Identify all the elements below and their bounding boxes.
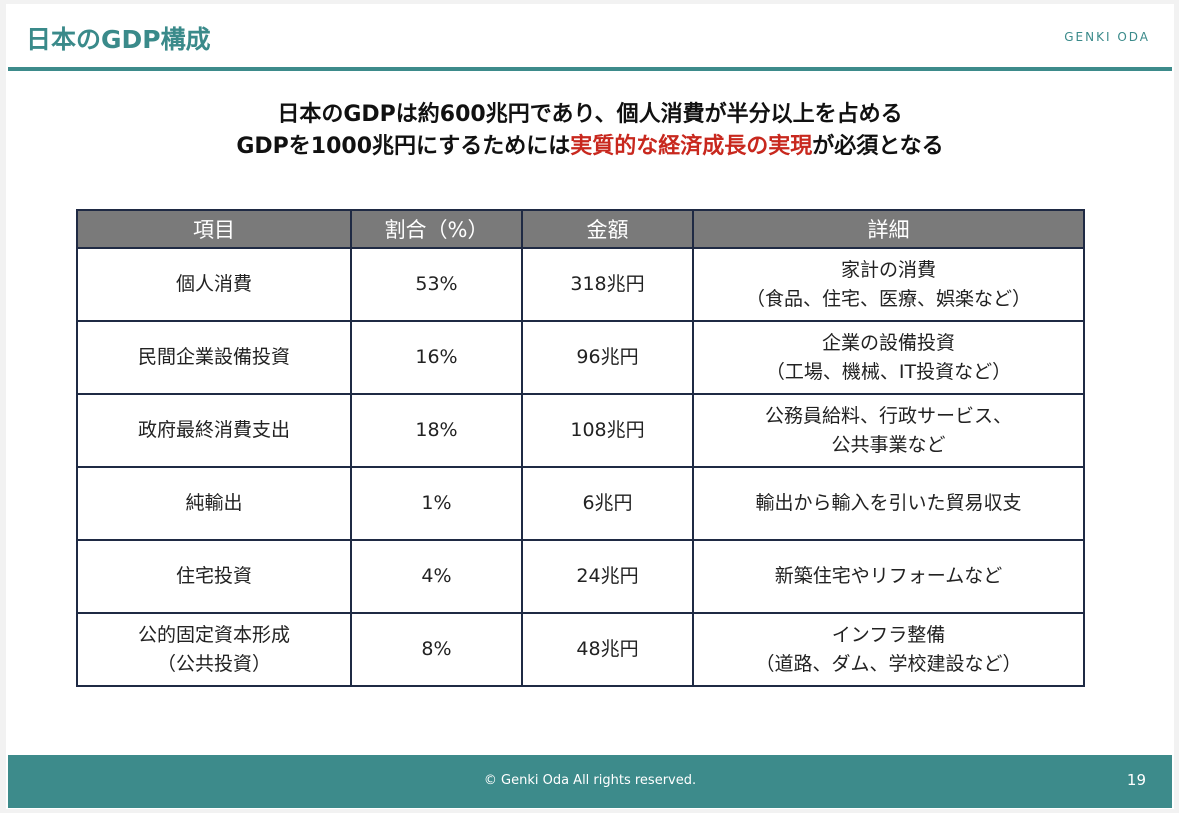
- page-number: 19: [1126, 771, 1146, 789]
- column-header: 金額: [521, 209, 694, 249]
- cell-line: 家計の消費: [840, 258, 936, 281]
- headline: GDPを1000兆円にするためには実質的な経済成長の実現が必須となる: [6, 128, 1174, 160]
- headline: 日本のGDPは約600兆円であり、個人消費が半分以上を占める: [277, 102, 903, 127]
- cell-line: インフラ整備: [831, 623, 946, 646]
- table-row: 公的固定資本形成 （公共投資） 8% 48兆円 インフラ整備 （道路、ダム、学校建設など）: [76, 612, 1085, 687]
- table-row: 民間企業設備投資 16% 96兆円 企業の設備投資 （工場、機械、IT投資など）: [76, 320, 1085, 395]
- column-header: 項目: [76, 209, 352, 249]
- table-cell: 18%: [350, 393, 523, 468]
- table-cell: 民間企業設備投資: [76, 320, 352, 395]
- cell-line: 1%: [421, 492, 452, 514]
- table-cell: 6兆円: [521, 466, 694, 541]
- table-cell: 108兆円: [521, 393, 694, 468]
- column-header: 詳細: [692, 209, 1085, 249]
- table-cell: 輸出から輸入を引いた貿易収支: [692, 466, 1085, 541]
- table-cell: インフラ整備 （道路、ダム、学校建設など）: [692, 612, 1085, 687]
- gdp-table: 項目 割合（%） 金額 詳細個人消費 53% 318兆円 家計の消費 （食品、住宅、医療、娯楽…: [76, 209, 1085, 687]
- cell-line: 輸出から輸入を引いた貿易収支: [755, 492, 1022, 514]
- author: GENKI ODA: [1064, 30, 1150, 44]
- headline-text: が必須となる: [812, 134, 944, 159]
- cell-line: 個人消費: [175, 273, 252, 295]
- table-row: 住宅投資 4% 24兆円 新築住宅やリフォームなど: [76, 539, 1085, 614]
- table-row: 政府最終消費支出 18% 108兆円 公務員給料、行政サービス、 公共事業など: [76, 393, 1085, 468]
- cell-line: 新築住宅やリフォームなど: [774, 565, 1003, 587]
- table-cell: 48兆円: [521, 612, 694, 687]
- table-cell: 96兆円: [521, 320, 694, 395]
- copyright: © Genki Oda All rights reserved.: [483, 773, 697, 788]
- table-cell: 16%: [350, 320, 523, 395]
- table-cell: 政府最終消費支出: [76, 393, 352, 468]
- table-cell: 家計の消費 （食品、住宅、医療、娯楽など）: [692, 247, 1085, 322]
- cell-line: 企業の設備投資: [821, 331, 955, 354]
- header-rule: [8, 67, 1172, 71]
- cell-line: 8%: [421, 638, 452, 660]
- table-cell: 企業の設備投資 （工場、機械、IT投資など）: [692, 320, 1085, 395]
- table-cell: 純輸出: [76, 466, 352, 541]
- headline-text: GDPを1000兆円にするためには: [236, 134, 571, 159]
- footer: © Genki Oda All rights reserved. 19: [8, 755, 1172, 808]
- cell-line: 公務員給料、行政サービス、: [764, 404, 1012, 427]
- slide-title: 日本のGDP構成: [26, 25, 211, 54]
- cell-line: 公共事業など: [831, 433, 946, 456]
- slide: 日本のGDP構成 GENKI ODA 日本のGDPは約600兆円であり、個人消費…: [6, 4, 1174, 809]
- cell-line: 民間企業設備投資: [137, 346, 290, 368]
- headline-emphasis: 実質的な経済成長の実現: [570, 134, 813, 159]
- cell-line: 24兆円: [576, 565, 639, 587]
- cell-line: （食品、住宅、医療、娯楽など）: [745, 287, 1031, 310]
- table-cell: 個人消費: [76, 247, 352, 322]
- cell-line: 住宅投資: [175, 565, 252, 587]
- cell-line: （工場、機械、IT投資など）: [765, 360, 1012, 383]
- cell-line: 6兆円: [582, 492, 633, 514]
- cell-line: 公的固定資本形成: [137, 623, 290, 646]
- cell-line: 純輸出: [185, 492, 243, 514]
- cell-line: 48兆円: [576, 638, 639, 660]
- table-cell: 住宅投資: [76, 539, 352, 614]
- cell-line: 18%: [415, 419, 458, 441]
- table-cell: 53%: [350, 247, 523, 322]
- cell-line: 108兆円: [570, 419, 645, 441]
- table-row: 個人消費 53% 318兆円 家計の消費 （食品、住宅、医療、娯楽など）: [76, 247, 1085, 322]
- table-cell: 318兆円: [521, 247, 694, 322]
- table-cell: 4%: [350, 539, 523, 614]
- cell-line: 4%: [421, 565, 452, 587]
- cell-line: （公共投資）: [156, 652, 271, 675]
- header-row: 項目 割合（%） 金額 詳細: [76, 209, 1085, 249]
- cell-line: （道路、ダム、学校建設など）: [755, 652, 1022, 675]
- cell-line: 政府最終消費支出: [137, 419, 290, 441]
- table-cell: 1%: [350, 466, 523, 541]
- table-cell: 新築住宅やリフォームなど: [692, 539, 1085, 614]
- table-cell: 24兆円: [521, 539, 694, 614]
- table-cell: 8%: [350, 612, 523, 687]
- cell-line: 96兆円: [576, 346, 639, 368]
- column-header: 割合（%）: [350, 209, 523, 249]
- table-row: 純輸出 1% 6兆円 輸出から輸入を引いた貿易収支: [76, 466, 1085, 541]
- cell-line: 16%: [415, 346, 458, 368]
- table-cell: 公的固定資本形成 （公共投資）: [76, 612, 352, 687]
- cell-line: 318兆円: [570, 273, 645, 295]
- table-cell: 公務員給料、行政サービス、 公共事業など: [692, 393, 1085, 468]
- cell-line: 53%: [415, 273, 458, 295]
